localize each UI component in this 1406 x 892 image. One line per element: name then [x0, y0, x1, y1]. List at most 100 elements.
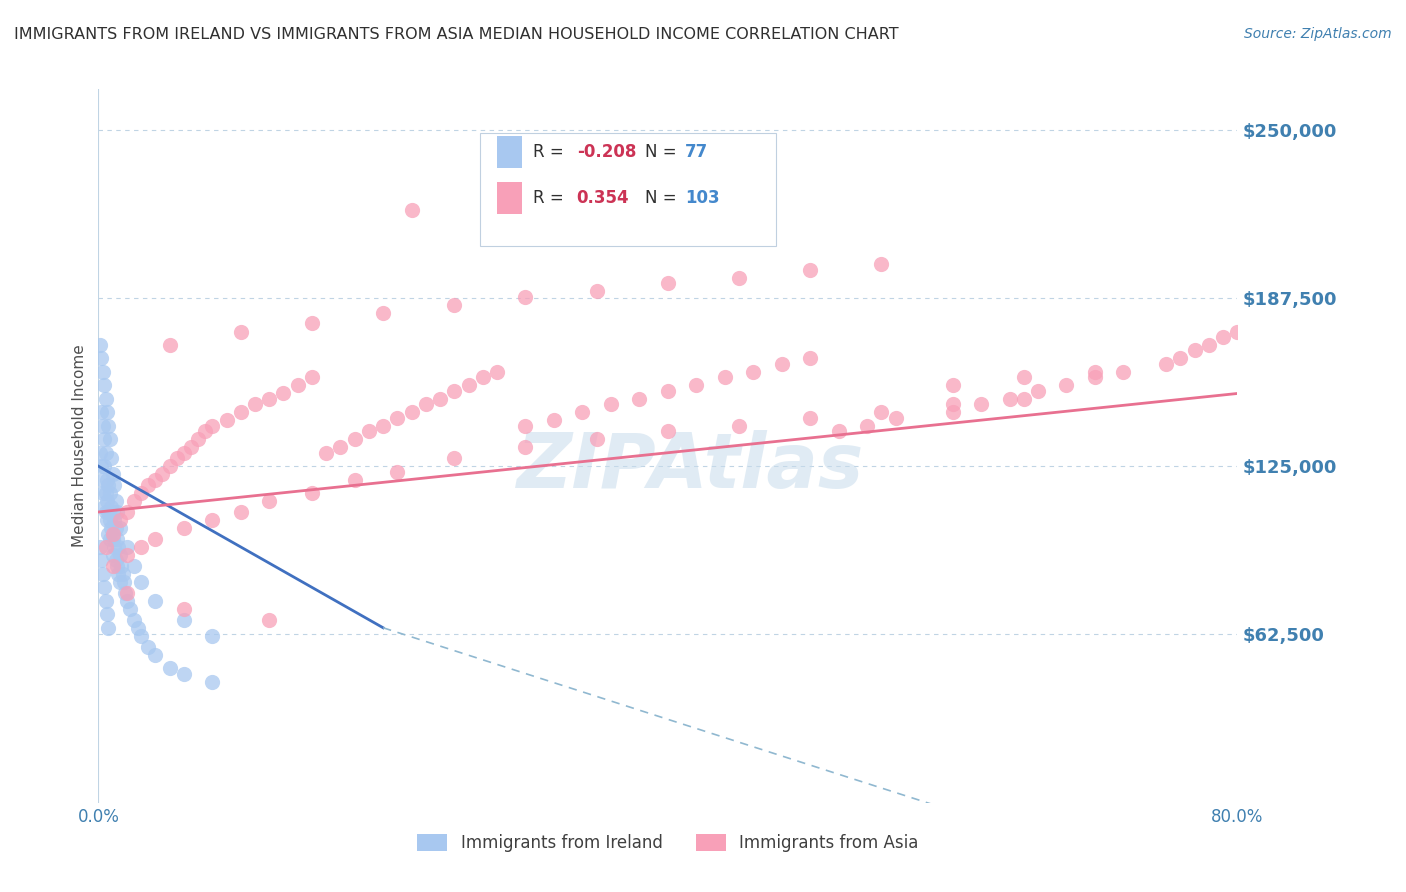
Point — [104, 553, 127, 567]
Point — [103, 513, 125, 527]
Point — [145, 532, 167, 546]
Point — [471, 370, 494, 384]
Point — [93, 378, 115, 392]
Point — [287, 378, 309, 392]
Point — [100, 500, 122, 514]
Point — [201, 629, 224, 643]
Point — [127, 621, 149, 635]
Point — [90, 351, 112, 366]
Point — [870, 405, 893, 419]
Point — [103, 478, 125, 492]
Point — [315, 446, 337, 460]
Point — [1154, 357, 1177, 371]
Point — [98, 532, 121, 546]
Point — [585, 432, 607, 446]
Legend: Immigrants from Ireland, Immigrants from Asia: Immigrants from Ireland, Immigrants from… — [411, 827, 925, 859]
Point — [97, 621, 120, 635]
Point — [145, 648, 167, 662]
Point — [259, 613, 281, 627]
Point — [115, 594, 138, 608]
Point — [136, 640, 159, 654]
Point — [98, 486, 121, 500]
Point — [115, 540, 138, 554]
Point — [571, 405, 593, 419]
Point — [97, 526, 120, 541]
Point — [93, 500, 115, 514]
Point — [457, 378, 479, 392]
Point — [152, 467, 174, 482]
Text: IMMIGRANTS FROM IRELAND VS IMMIGRANTS FROM ASIA MEDIAN HOUSEHOLD INCOME CORRELAT: IMMIGRANTS FROM IRELAND VS IMMIGRANTS FR… — [14, 27, 898, 42]
Point — [301, 370, 323, 384]
Point — [259, 494, 281, 508]
Point — [89, 338, 111, 352]
FancyBboxPatch shape — [479, 134, 776, 246]
Bar — [498, 182, 522, 214]
Point — [770, 357, 793, 371]
Point — [104, 521, 127, 535]
Point — [194, 424, 217, 438]
Point — [101, 505, 124, 519]
Point — [714, 370, 737, 384]
Point — [122, 613, 145, 627]
Point — [100, 521, 122, 535]
Point — [114, 586, 136, 600]
Point — [728, 270, 751, 285]
Point — [1026, 384, 1049, 398]
Point — [799, 262, 821, 277]
Point — [105, 532, 128, 546]
Text: -0.208: -0.208 — [576, 143, 636, 161]
Point — [101, 467, 124, 482]
Point — [201, 674, 224, 689]
Point — [799, 351, 821, 366]
Point — [129, 574, 152, 589]
Point — [515, 289, 537, 303]
Text: Source: ZipAtlas.com: Source: ZipAtlas.com — [1244, 27, 1392, 41]
Point — [96, 494, 118, 508]
Point — [856, 418, 879, 433]
Point — [107, 566, 129, 581]
Point — [159, 661, 181, 675]
Point — [229, 405, 252, 419]
Point — [243, 397, 266, 411]
Point — [103, 540, 125, 554]
Point — [259, 392, 281, 406]
Point — [129, 540, 152, 554]
Point — [108, 548, 131, 562]
Point — [94, 540, 117, 554]
Point — [173, 666, 195, 681]
Point — [94, 505, 117, 519]
Point — [115, 548, 138, 562]
Point — [145, 594, 167, 608]
Point — [1198, 338, 1220, 352]
Point — [685, 378, 707, 392]
Point — [942, 397, 965, 411]
Point — [486, 365, 509, 379]
Point — [215, 413, 238, 427]
Point — [159, 338, 181, 352]
Point — [97, 505, 120, 519]
Point — [101, 558, 124, 573]
Point — [1184, 343, 1206, 358]
Point — [301, 486, 323, 500]
Text: N =: N = — [645, 143, 682, 161]
Point — [91, 473, 114, 487]
Point — [357, 424, 380, 438]
Point — [884, 410, 907, 425]
Point — [387, 410, 409, 425]
Point — [94, 392, 117, 406]
Point — [229, 325, 252, 339]
Point — [118, 602, 141, 616]
Point — [96, 405, 118, 419]
Point — [387, 465, 409, 479]
Point — [115, 505, 138, 519]
Point — [104, 494, 127, 508]
Point — [122, 494, 145, 508]
Point — [115, 586, 138, 600]
Point — [585, 284, 607, 298]
Point — [98, 432, 121, 446]
Point — [1170, 351, 1192, 366]
Point — [129, 629, 152, 643]
Point — [301, 317, 323, 331]
Point — [96, 513, 118, 527]
Text: R =: R = — [533, 189, 569, 207]
